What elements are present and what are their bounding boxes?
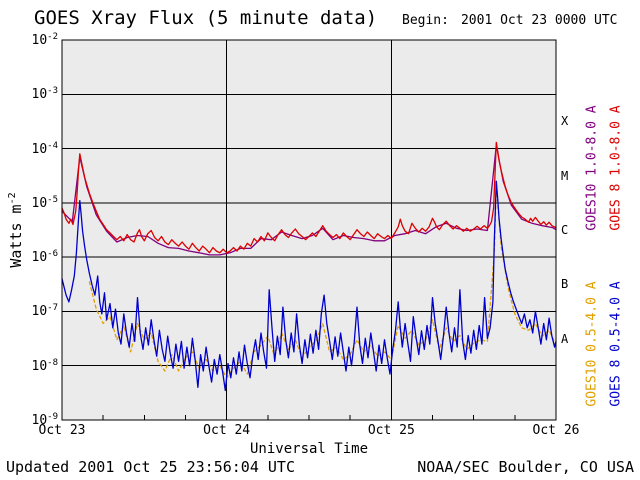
y-tick-label: 10-4 (31, 140, 59, 157)
y-tick-label: 10-2 (31, 31, 59, 49)
updated-timestamp: Updated 2001 Oct 25 23:56:04 UTC (6, 458, 295, 476)
y-axis-label-base: Watts m (7, 204, 25, 268)
x-tick-label: Oct 25 (367, 423, 415, 438)
legend-goes8-long: GOES 8 1.0-8.0 A (608, 105, 624, 231)
flare-class-label-B: B (561, 277, 569, 292)
y-tick-label: 10-9 (31, 411, 59, 429)
y-axis-label: Watts m-2 (7, 192, 25, 267)
begin-label: Begin: (402, 13, 449, 28)
y-tick-label: 10-7 (31, 303, 59, 320)
y-tick-label: 10-6 (31, 248, 59, 266)
y-tick-label: 10-5 (31, 194, 59, 212)
plot-border (61, 39, 557, 421)
series-goes8-short (61, 180, 557, 392)
legend-goes10-short: GOES10 0.5-4.0 A (584, 281, 600, 407)
y-tick-label: 10-8 (31, 357, 59, 374)
flare-class-label-X: X (561, 114, 569, 129)
credit-text: NOAA/SEC Boulder, CO USA (417, 458, 634, 476)
y-tick-label: 10-3 (31, 86, 59, 103)
begin-value: 2001 Oct 23 0000 UTC (460, 13, 618, 28)
y-axis-label-exponent: -2 (7, 192, 18, 205)
x-tick-label: Oct 23 (38, 423, 86, 438)
x-tick-label: Oct 24 (203, 423, 251, 438)
flare-class-label-A: A (561, 331, 569, 346)
x-tick-label: Oct 26 (532, 423, 580, 438)
flare-class-label-C: C (561, 223, 569, 237)
legend-goes10-long: GOES10 1.0-8.0 A (584, 105, 600, 231)
begin-timestamp: Begin: 2001 Oct 23 0000 UTC (402, 13, 618, 28)
series-goes10-short (88, 185, 557, 379)
page-title: GOES Xray Flux (5 minute data) (34, 7, 378, 29)
flare-class-label-M: M (561, 168, 569, 183)
legend-goes8-short: GOES 8 0.5-4.0 A (608, 281, 624, 407)
series-goes8-long (61, 141, 557, 254)
x-axis-label: Universal Time (249, 441, 369, 457)
